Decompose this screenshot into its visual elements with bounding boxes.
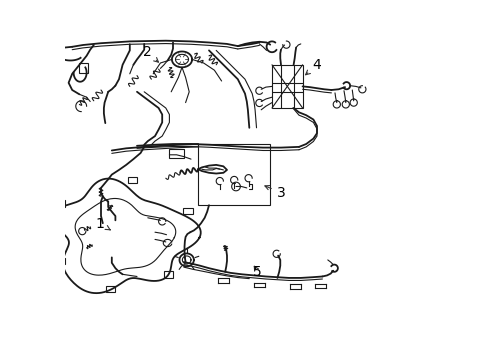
Text: 4: 4 <box>306 58 321 75</box>
Text: 5: 5 <box>253 265 262 279</box>
Text: 3: 3 <box>265 185 285 199</box>
Bar <box>198 144 270 205</box>
Text: 1: 1 <box>96 217 110 231</box>
Text: 2: 2 <box>143 45 158 62</box>
